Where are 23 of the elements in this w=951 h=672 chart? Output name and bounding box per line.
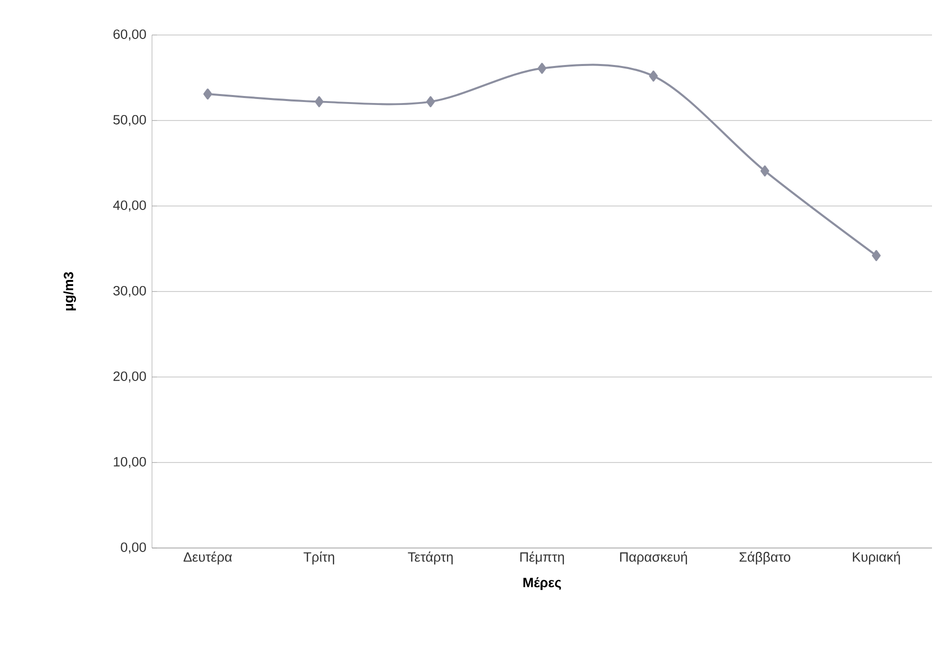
x-tick-label: Πέμπτη	[520, 552, 564, 564]
x-tick-label: Παρασκευή	[620, 552, 687, 564]
x-tick-label: Δευτέρα	[184, 552, 232, 564]
point	[760, 165, 770, 176]
point	[314, 96, 324, 108]
x-tick-label: Κυριακή	[852, 552, 900, 564]
y-tick-label: 0,00	[120, 542, 146, 554]
y-tick-label: 60,00	[114, 29, 146, 41]
x-tick-label: Τρίτη	[304, 552, 334, 564]
y-axis-title: μg/m3	[63, 272, 76, 310]
point	[538, 62, 546, 74]
y-tick-label: 40,00	[113, 200, 146, 212]
x-axis-title: Μέρες	[523, 577, 561, 590]
y-tick-label: 10,00	[114, 456, 146, 468]
x-tick-label: Τετάρτη	[408, 552, 453, 564]
x-tick-label: Σάββατο	[740, 552, 790, 564]
point	[203, 88, 212, 100]
point	[426, 96, 435, 108]
point	[649, 70, 658, 82]
y-tick-label: 50,00	[113, 114, 146, 126]
point	[872, 250, 881, 262]
y-tick-label: 30,00	[113, 286, 146, 298]
y-tick-label: 20,00	[113, 371, 146, 383]
